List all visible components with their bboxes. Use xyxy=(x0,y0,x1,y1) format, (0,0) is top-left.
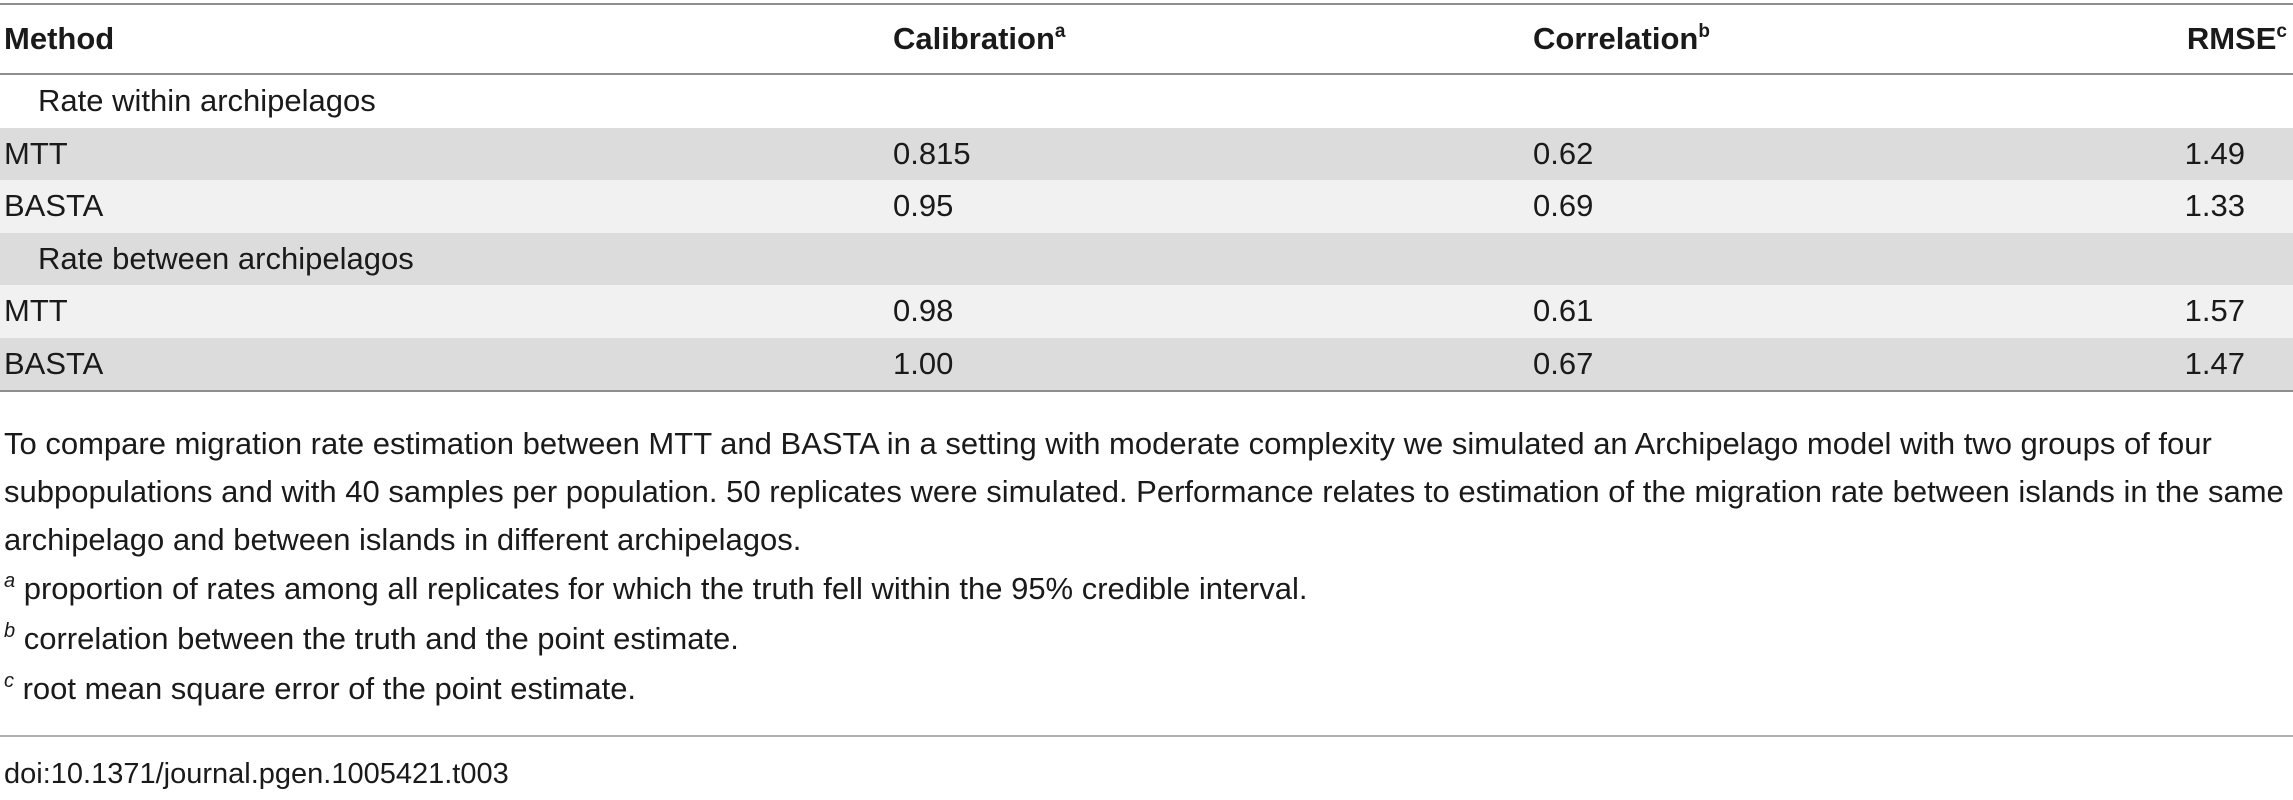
cell-calibration: 0.95 xyxy=(893,188,954,224)
group-label-between: Rate between archipelagos xyxy=(38,240,414,276)
footnote-mark-c: c xyxy=(4,670,14,692)
cell-correlation: 0.67 xyxy=(1533,337,2173,392)
cell-rmse: 1.49 xyxy=(2184,135,2245,171)
table-header: Method Calibrationa Correlationb RMSEc xyxy=(0,3,2293,75)
table-row: BASTA 1.00 0.67 1.47 xyxy=(0,337,2293,392)
footnote-text-b: correlation between the truth and the po… xyxy=(15,621,739,656)
cell-method: BASTA xyxy=(0,337,893,392)
header-correlation: Correlationb xyxy=(1533,3,2173,75)
cell-rmse: 1.57 xyxy=(2184,293,2245,329)
header-rmse-footnote-mark: c xyxy=(2276,21,2287,42)
results-table: Method Calibrationa Correlationb RMSEc R… xyxy=(0,3,2293,392)
footnote-text-c: root mean square error of the point esti… xyxy=(14,671,637,706)
table-caption: To compare migration rate estimation bet… xyxy=(4,420,2284,714)
cell-correlation: 0.61 xyxy=(1533,293,1594,329)
group-label-within: Rate within archipelagos xyxy=(38,83,376,119)
footnote-c: c root mean square error of the point es… xyxy=(4,664,2284,714)
doi-link[interactable]: doi:10.1371/journal.pgen.1005421.t003 xyxy=(4,758,509,790)
table-row: BASTA 0.95 0.69 1.33 xyxy=(0,180,2293,233)
header-calibration-footnote-mark: a xyxy=(1054,21,1066,42)
cell-rmse: 1.33 xyxy=(2184,188,2245,224)
table-row: MTT 0.98 0.61 1.57 xyxy=(0,285,2293,338)
footnote-mark-b: b xyxy=(4,620,16,642)
cell-calibration: 0.815 xyxy=(893,135,971,171)
header-method: Method xyxy=(0,3,893,75)
table-body: Rate within archipelagos MTT 0.815 0.62 … xyxy=(0,74,2293,392)
footnote-b: b correlation between the truth and the … xyxy=(4,614,2284,664)
header-rmse: RMSEc xyxy=(2173,3,2293,75)
table-row: MTT 0.815 0.62 1.49 xyxy=(0,127,2293,180)
cell-correlation: 0.69 xyxy=(1533,188,1594,224)
cell-method: MTT xyxy=(4,135,68,171)
footnote-a: a proportion of rates among all replicat… xyxy=(4,564,2284,614)
cell-method: MTT xyxy=(4,293,68,329)
cell-method: BASTA xyxy=(4,188,104,224)
header-correlation-footnote-mark: b xyxy=(1698,21,1710,42)
footnote-mark-a: a xyxy=(4,570,16,592)
cell-calibration: 1.00 xyxy=(893,337,1533,392)
header-row: Method Calibrationa Correlationb RMSEc xyxy=(0,3,2293,75)
group-row-within: Rate within archipelagos xyxy=(0,74,2293,128)
cell-correlation: 0.62 xyxy=(1533,135,1594,171)
group-row-between: Rate between archipelagos xyxy=(0,232,2293,285)
header-calibration: Calibrationa xyxy=(893,3,1533,75)
caption-text: To compare migration rate estimation bet… xyxy=(4,426,2284,557)
cell-calibration: 0.98 xyxy=(893,293,954,329)
footnote-text-a: proportion of rates among all replicates… xyxy=(15,571,1308,606)
results-table-container: Method Calibrationa Correlationb RMSEc R… xyxy=(0,3,2293,392)
cell-rmse: 1.47 xyxy=(2173,337,2293,392)
doi-divider xyxy=(0,735,2293,737)
